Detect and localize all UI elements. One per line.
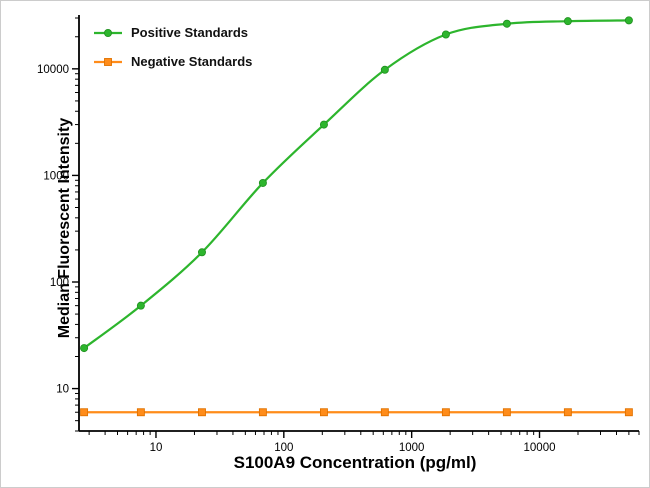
legend-item-positive-standards: Positive Standards [93,25,252,40]
svg-text:100: 100 [274,442,293,454]
axis-ticks [72,17,640,438]
svg-text:10000: 10000 [524,442,556,454]
svg-text:1000: 1000 [43,170,69,182]
x-axis-title: S100A9 Concentration (pg/ml) [233,453,477,472]
svg-text:10000: 10000 [37,64,69,76]
legend-label-negative-standards: Negative Standards [131,54,253,69]
legend-label-positive-standards: Positive Standards [131,25,249,40]
series-negative-standards [80,408,633,417]
series-positive-standards [80,16,633,353]
tick-labels: 10 100 1000 10000 10 100 1000 10000 [37,64,555,454]
negative-standards-marker-icon [94,57,122,66]
axis-spines [78,15,639,432]
svg-text:100: 100 [50,277,69,289]
svg-text:1000: 1000 [399,442,425,454]
legend-item-negative-standards: Negative Standards [93,54,252,69]
positive-standards-marker-icon [94,28,122,37]
svg-text:10: 10 [56,384,69,396]
svg-text:10: 10 [150,442,163,454]
legend: Positive Standards Negative Standards [93,25,252,69]
y-axis-title: Median Fluorescent Intensity [56,117,73,339]
